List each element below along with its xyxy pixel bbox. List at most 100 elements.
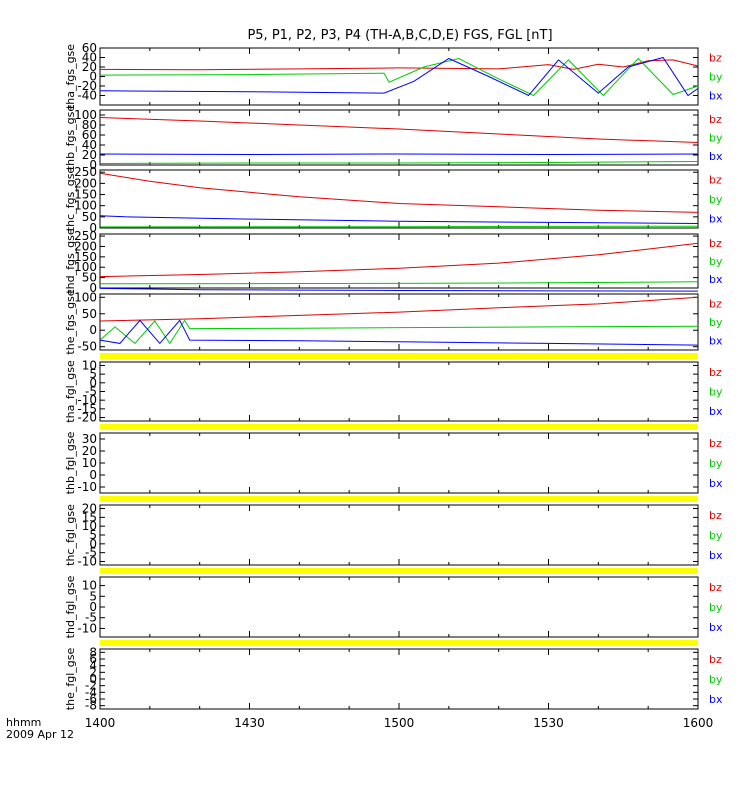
y-tick-label: 50 <box>82 271 97 285</box>
panel-ylabel: thc_fgs_gse <box>64 167 77 232</box>
y-tick-label: 0 <box>89 537 97 551</box>
y-tick-label: 200 <box>74 239 97 253</box>
legend-bz: bz <box>709 52 722 65</box>
y-tick-label: 80 <box>82 118 97 132</box>
legend-bx: bx <box>709 273 723 286</box>
y-tick-label: 200 <box>74 176 97 190</box>
panel-ylabel: thb_fgs_gse <box>64 105 77 171</box>
chart-title: P5, P1, P2, P3, P4 (TH-A,B,C,D,E) FGS, F… <box>247 28 553 43</box>
y-tick-label: 20 <box>82 60 97 74</box>
legend-by: by <box>709 457 723 470</box>
y-tick-label: -10 <box>77 480 97 494</box>
y-tick-label: 6 <box>89 652 97 666</box>
date-label: 2009 Apr 12 <box>6 728 75 741</box>
legend-bz: bz <box>709 509 722 522</box>
y-tick-label: 50 <box>82 307 97 321</box>
y-tick-label: 0 <box>89 600 97 614</box>
legend-bx: bx <box>709 693 723 706</box>
legend-bz: bz <box>709 653 722 666</box>
panel-frame <box>99 648 699 710</box>
legend-by: by <box>709 71 723 84</box>
y-tick-label: 250 <box>74 229 97 243</box>
panel-frame <box>99 109 699 166</box>
flag-bar <box>100 353 698 359</box>
legend-bx: bx <box>709 477 723 490</box>
y-tick-label: 50 <box>82 210 97 224</box>
series-by <box>99 319 699 345</box>
legend-bz: bz <box>709 174 722 187</box>
y-tick-label: 0 <box>89 672 97 686</box>
y-tick-label: -20 <box>77 79 97 93</box>
y-tick-label: -10 <box>77 621 97 635</box>
series-by <box>99 281 699 285</box>
y-tick-label: 40 <box>82 51 97 65</box>
y-tick-label: -40 <box>77 89 97 103</box>
y-tick-label: -5 <box>85 385 97 399</box>
y-tick-label: 4 <box>89 659 97 673</box>
series-bz <box>99 296 699 322</box>
y-tick-label: 0 <box>89 158 97 172</box>
y-tick-label: -15 <box>77 402 97 416</box>
y-tick-label: 20 <box>82 444 97 458</box>
series-bx <box>99 319 699 346</box>
y-tick-label: 5 <box>89 367 97 381</box>
panel-ylabel: the_fgs_gse <box>64 289 77 354</box>
series-bx <box>99 153 699 156</box>
panel-ylabel: tha_fgs_gse <box>64 44 77 109</box>
y-tick-label: 8 <box>89 645 97 659</box>
series-bz <box>99 242 699 278</box>
x-tick-label: 1400 <box>85 716 116 730</box>
y-tick-label: 100 <box>74 108 97 122</box>
legend-bx: bx <box>709 405 723 418</box>
legend-by: by <box>709 193 723 206</box>
series-bz <box>99 117 699 143</box>
series-by <box>99 57 699 97</box>
x-tick-label: 1530 <box>533 716 564 730</box>
y-tick-label: 30 <box>82 432 97 446</box>
series-bx <box>99 287 699 292</box>
legend-bx: bx <box>709 212 723 225</box>
y-tick-label: 0 <box>89 281 97 295</box>
x-tick-label: 1430 <box>234 716 265 730</box>
series-by <box>99 225 699 228</box>
y-tick-label: -2 <box>85 679 97 693</box>
y-tick-label: 10 <box>82 456 97 470</box>
flag-bar <box>100 568 698 574</box>
y-tick-label: -20 <box>77 411 97 425</box>
legend-bz: bz <box>709 437 722 450</box>
legend-bz: bz <box>709 297 722 310</box>
y-tick-label: 150 <box>74 188 97 202</box>
panel-ylabel: thb_fgl_gse <box>64 431 77 494</box>
y-tick-label: 20 <box>82 148 97 162</box>
y-tick-label: -5 <box>85 546 97 560</box>
y-tick-label: 150 <box>74 250 97 264</box>
legend-bz: bz <box>709 237 722 250</box>
panel-frame <box>99 361 699 422</box>
legend-by: by <box>709 255 723 268</box>
legend-by: by <box>709 316 723 329</box>
panel-frame <box>99 47 699 106</box>
x-tick-label: 1600 <box>683 716 714 730</box>
y-tick-label: 100 <box>74 199 97 213</box>
panel-ylabel: thc_fgl_gse <box>64 504 77 566</box>
y-tick-label: 10 <box>82 358 97 372</box>
y-tick-label: 20 <box>82 502 97 516</box>
y-tick-label: -10 <box>77 554 97 568</box>
panel-frame <box>99 233 699 289</box>
legend-by: by <box>709 132 723 145</box>
y-tick-label: 0 <box>89 221 97 235</box>
panel-ylabel: thd_fgl_gse <box>64 575 77 638</box>
y-tick-label: 40 <box>82 138 97 152</box>
panel-frame <box>99 576 699 638</box>
panel-ylabel: the_fgl_gse <box>64 648 77 711</box>
series-bz <box>99 172 699 213</box>
series-by <box>99 161 699 164</box>
legend-bx: bx <box>709 621 723 634</box>
legend-bx: bx <box>709 549 723 562</box>
y-tick-label: 15 <box>82 510 97 524</box>
legend-by: by <box>709 601 723 614</box>
y-tick-label: 0 <box>89 70 97 84</box>
y-tick-label: 0 <box>89 376 97 390</box>
legend-by: by <box>709 673 723 686</box>
y-tick-label: -4 <box>85 685 97 699</box>
